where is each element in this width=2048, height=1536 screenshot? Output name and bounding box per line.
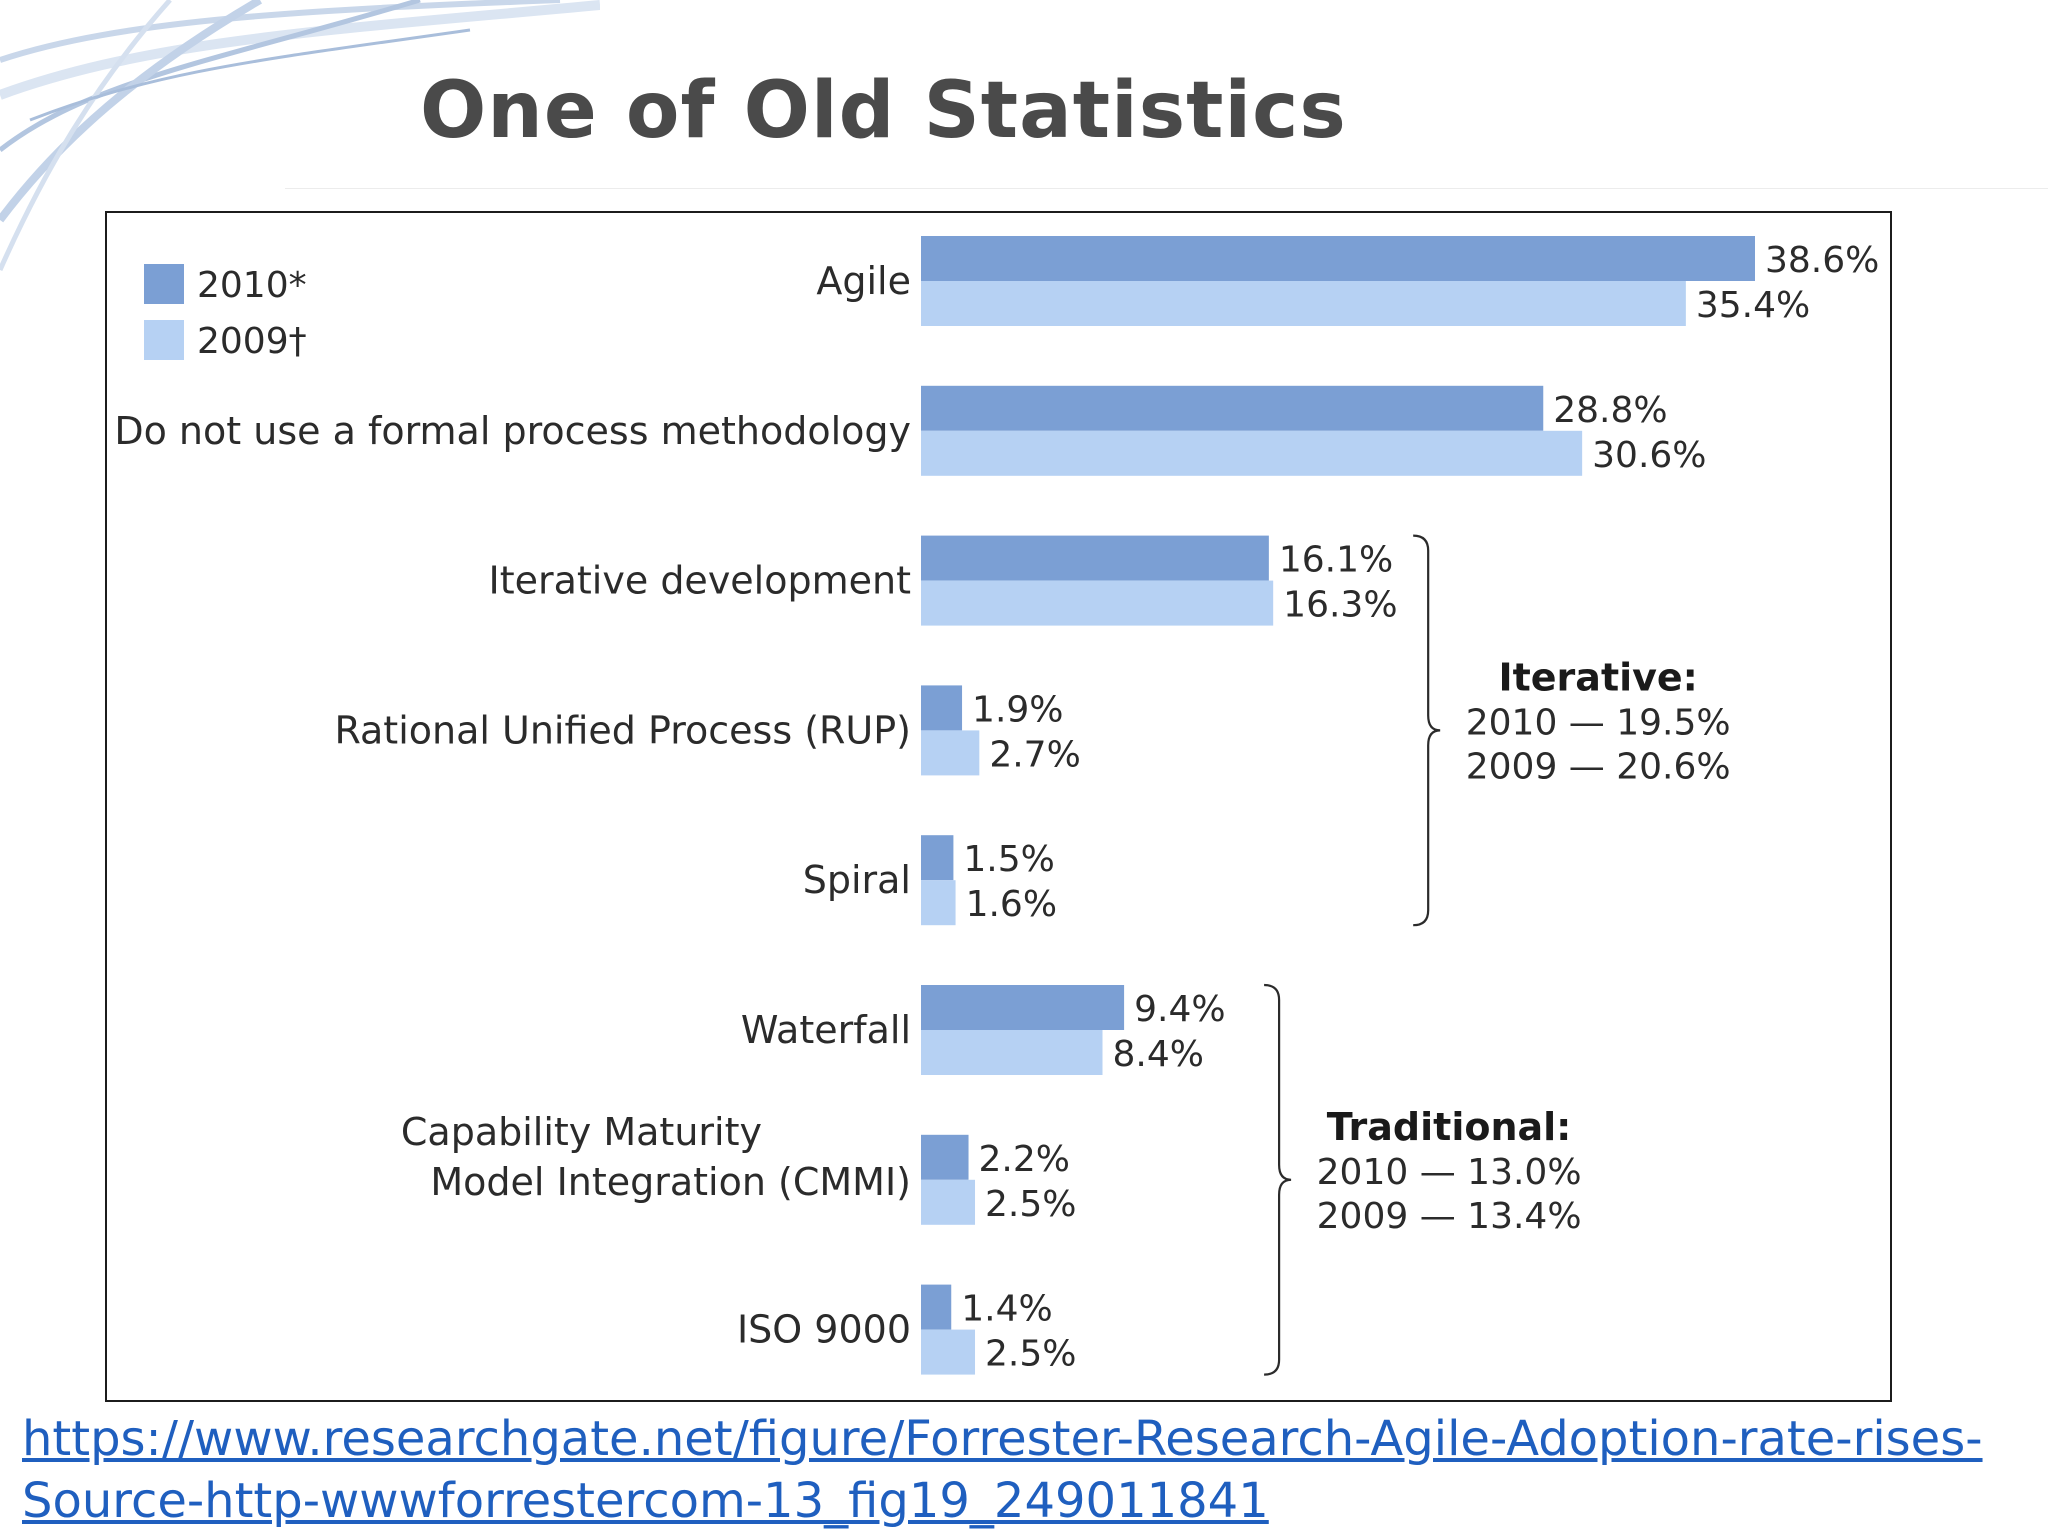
data-label: 28.8%: [1553, 390, 1667, 431]
source-link[interactable]: https://www.researchgate.net/figure/Forr…: [22, 1411, 1983, 1529]
bar-series-a: [921, 535, 1269, 581]
legend-label: 2010*: [197, 265, 307, 306]
bar-series-a: [921, 985, 1125, 1030]
bar-series-b: [921, 1179, 976, 1225]
data-label: 16.1%: [1279, 540, 1393, 581]
category-label: Model Integration (CMMI): [430, 1160, 911, 1204]
category-label: Spiral: [803, 858, 911, 902]
category-label: Iterative development: [489, 559, 911, 603]
category-label: Do not use a formal process methodology: [114, 409, 911, 453]
category-label: ISO 9000: [737, 1308, 911, 1352]
bar-series-b: [921, 1329, 976, 1375]
data-label: 30.6%: [1592, 435, 1706, 476]
group-summary: 2010 — 13.0%: [1317, 1152, 1582, 1193]
group-summary: 2009 — 13.4%: [1317, 1196, 1582, 1237]
bar-series-a: [921, 236, 1755, 281]
category-label: Waterfall: [741, 1008, 911, 1052]
data-label: 8.4%: [1112, 1034, 1203, 1075]
data-label: 2.5%: [985, 1184, 1076, 1225]
bar-series-a: [921, 835, 954, 881]
data-label: 1.5%: [963, 839, 1054, 880]
data-label: 16.3%: [1283, 585, 1397, 626]
bar-series-a: [921, 1134, 969, 1180]
data-label: 1.4%: [961, 1289, 1052, 1330]
title-divider: [285, 188, 2048, 189]
bar-series-b: [921, 1030, 1103, 1075]
group-summary: 2009 — 20.6%: [1466, 746, 1731, 787]
bar-series-b: [921, 880, 956, 926]
group-title: Traditional:: [1327, 1105, 1572, 1149]
bar-series-a: [921, 385, 1544, 431]
bar-series-b: [921, 580, 1274, 626]
category-label: Rational Unified Process (RUP): [334, 708, 911, 752]
data-label: 2.7%: [989, 734, 1080, 775]
bar-series-b: [921, 430, 1583, 476]
data-label: 2.5%: [985, 1334, 1076, 1375]
bar-series-a: [921, 685, 963, 731]
data-label: 9.4%: [1134, 989, 1225, 1030]
group-title: Iterative:: [1498, 655, 1697, 699]
data-label: 1.9%: [972, 689, 1063, 730]
category-label: Agile: [816, 259, 911, 303]
group-brace: [1264, 983, 1292, 1376]
slide-title: One of Old Statistics: [420, 66, 1347, 156]
chart-frame: Agile 38.6% 35.4% Do not use a formal proce…: [105, 211, 1892, 1402]
legend-swatch: [144, 264, 184, 304]
data-label: 35.4%: [1696, 285, 1810, 326]
group-brace: [1413, 534, 1441, 927]
data-label: 2.2%: [979, 1139, 1070, 1180]
bar-series-b: [921, 281, 1686, 326]
group-summary: 2010 — 19.5%: [1466, 702, 1731, 743]
data-label: 38.6%: [1765, 240, 1879, 281]
data-label: 1.6%: [966, 884, 1057, 925]
bar-chart: Agile 38.6%35.4% Do not use a formal proce…: [114, 236, 1879, 1376]
bar-series-b: [921, 730, 980, 776]
bar-series-a: [921, 1284, 952, 1330]
legend-swatch: [144, 320, 184, 360]
category-label: Capability Maturity: [401, 1110, 762, 1154]
legend-label: 2009†: [197, 321, 307, 362]
